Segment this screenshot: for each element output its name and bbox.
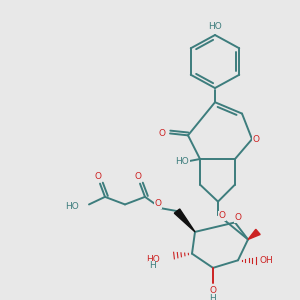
Text: O: O — [209, 286, 217, 295]
Text: O: O — [253, 135, 260, 144]
Text: O: O — [218, 211, 226, 220]
Polygon shape — [174, 209, 195, 232]
Text: O: O — [94, 172, 101, 181]
Text: O: O — [154, 199, 161, 208]
Text: O: O — [158, 129, 166, 138]
Text: HO: HO — [208, 22, 222, 31]
Text: HO: HO — [175, 158, 189, 166]
Text: HO: HO — [146, 255, 160, 264]
Text: HO: HO — [65, 202, 79, 211]
Text: H: H — [148, 262, 155, 271]
Text: O: O — [134, 172, 142, 181]
Text: O: O — [235, 213, 242, 222]
Text: H: H — [210, 294, 216, 300]
Text: OH: OH — [260, 256, 274, 265]
Polygon shape — [248, 229, 260, 239]
